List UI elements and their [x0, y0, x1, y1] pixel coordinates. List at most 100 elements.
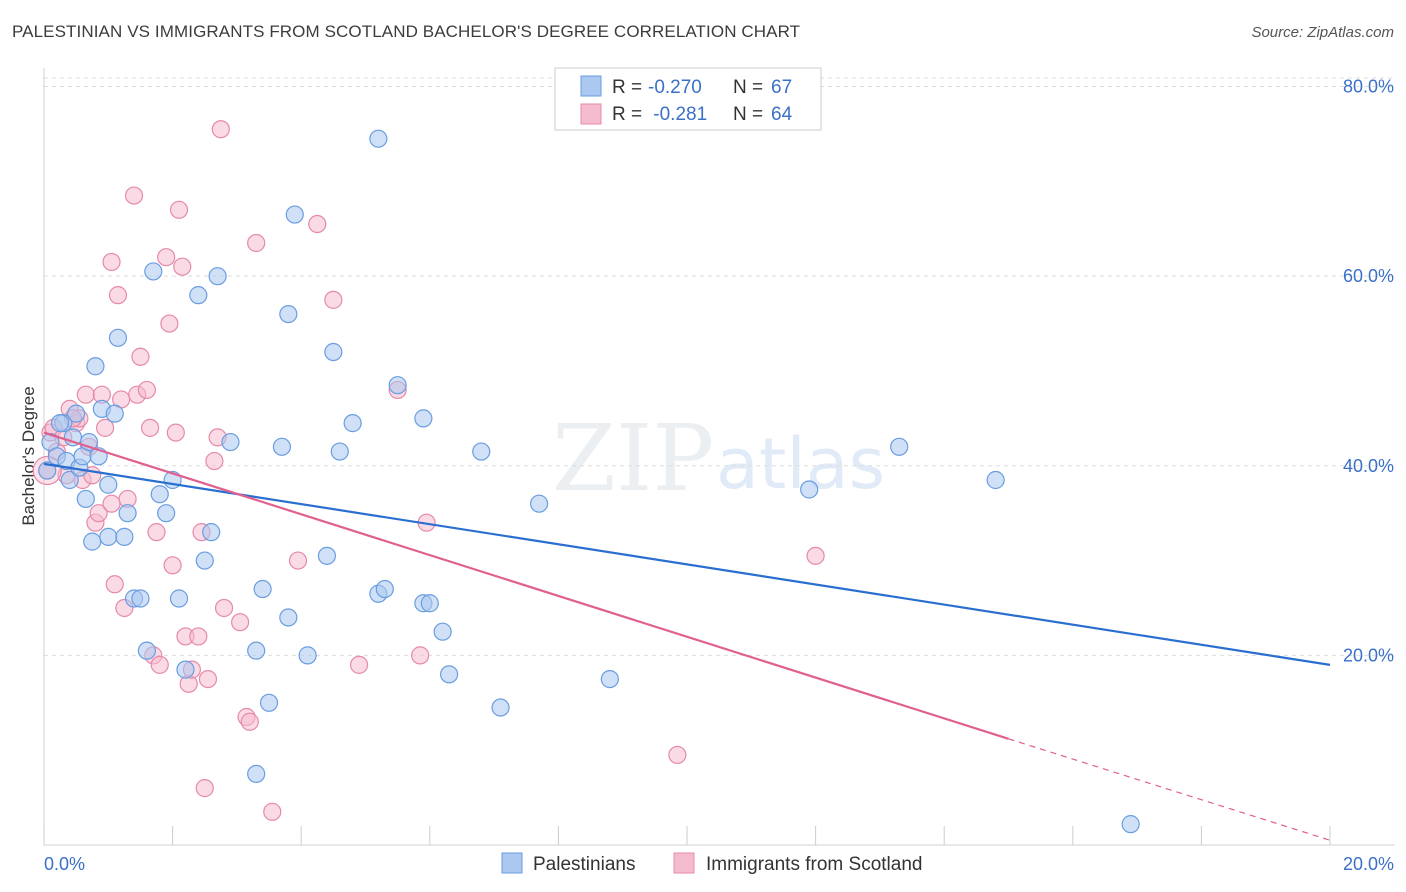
- palestinians-point-63: [890, 437, 909, 456]
- y-tick-labels: 20.0% 40.0% 60.0% 80.0%: [1343, 77, 1394, 666]
- palestinians-point-0: [38, 461, 57, 480]
- trendline-immigrants-from-scotland-extension: [1008, 738, 1331, 841]
- immigrants-from-scotland-point-41: [198, 669, 218, 689]
- palestinians-point-40: [272, 437, 292, 456]
- palestinians-point-60: [530, 494, 549, 513]
- immigrants-from-scotland-point-30: [157, 248, 176, 267]
- stats-legend-n-label-1: N =: [733, 77, 763, 98]
- y-axis-label: Bachelor's Degree: [19, 386, 38, 525]
- palestinians-point-47: [330, 442, 349, 461]
- palestinians-point-23: [131, 589, 150, 608]
- palestinians-point-65: [1121, 815, 1140, 834]
- stats-legend: R = -0.270 N = 67 R = -0.281 N = 64: [554, 67, 822, 131]
- legend-swatch-palestinians: [501, 852, 523, 874]
- immigrants-from-scotland-point-53: [324, 290, 343, 309]
- legend-label-palestinians: Palestinians: [533, 854, 635, 875]
- immigrants-from-scotland-point-44: [211, 120, 230, 139]
- immigrants-from-scotland-point-62: [102, 494, 121, 513]
- palestinians-point-32: [195, 551, 214, 570]
- stats-legend-n-label-2: N =: [733, 104, 763, 125]
- palestinians-point-56: [433, 622, 452, 641]
- immigrants-from-scotland-point-51: [288, 551, 308, 570]
- palestinians-point-52: [388, 376, 407, 395]
- palestinians-point-57: [439, 665, 459, 684]
- palestinians-point-16: [99, 475, 118, 494]
- y-tick-label-80: 80.0%: [1343, 77, 1394, 97]
- x-tick-label-max: 20.0%: [1343, 854, 1394, 874]
- y-tick-label-60: 60.0%: [1343, 266, 1394, 286]
- palestinians-point-37: [247, 764, 266, 783]
- immigrants-from-scotland-point-49: [247, 233, 266, 253]
- stats-legend-r-value-1: -0.270: [648, 77, 702, 98]
- palestinians-point-45: [317, 546, 337, 565]
- stats-legend-swatch-blue: [580, 75, 602, 97]
- immigrants-from-scotland-point-32: [163, 556, 182, 575]
- palestinians-point-24: [137, 641, 156, 660]
- palestinians-point-41: [279, 608, 298, 627]
- series-palestinians: [38, 129, 1140, 834]
- stats-legend-n-value-2: 64: [771, 104, 793, 125]
- immigrants-from-scotland-point-42: [205, 451, 224, 471]
- palestinians-point-20: [115, 527, 134, 546]
- palestinians-point-48: [343, 414, 362, 433]
- immigrants-from-scotland-point-45: [214, 598, 234, 618]
- palestinians-point-10: [76, 489, 95, 509]
- palestinians-point-64: [986, 470, 1005, 490]
- immigrants-from-scotland-point-25: [137, 380, 156, 400]
- palestinians-point-33: [202, 523, 221, 542]
- legend-label-immigrants-from-scotland: Immigrants from Scotland: [706, 854, 922, 875]
- immigrants-from-scotland-point-48: [240, 712, 259, 731]
- x-tick-label-min: 0.0%: [44, 854, 85, 874]
- watermark: ZIP atlas: [552, 405, 885, 512]
- palestinians-point-29: [169, 589, 189, 608]
- immigrants-from-scotland-point-9: [76, 385, 95, 404]
- immigrants-from-scotland-point-26: [140, 418, 160, 437]
- chart-source: Source: ZipAtlas.com: [1251, 24, 1394, 41]
- immigrants-from-scotland-point-35: [173, 257, 192, 276]
- immigrants-from-scotland-point-58: [668, 745, 687, 765]
- y-tick-label-40: 40.0%: [1343, 456, 1394, 476]
- palestinians-point-59: [491, 698, 510, 717]
- palestinians-point-43: [285, 205, 304, 224]
- immigrants-from-scotland-point-29: [150, 655, 169, 674]
- immigrants-from-scotland-point-17: [105, 575, 124, 594]
- palestinians-point-54: [414, 409, 433, 428]
- trendline-immigrants-from-scotland: [43, 431, 1009, 740]
- immigrants-from-scotland-point-33: [166, 423, 185, 442]
- palestinians-point-62: [800, 480, 819, 499]
- stats-legend-r-value-2: -0.281: [648, 104, 707, 125]
- stats-legend-r-label-1: R =: [612, 77, 642, 98]
- palestinians-point-7: [67, 404, 86, 423]
- watermark-atlas: atlas: [716, 423, 885, 505]
- immigrants-from-scotland-point-31: [160, 314, 179, 333]
- immigrants-from-scotland-point-52: [308, 214, 327, 234]
- immigrants-from-scotland-point-54: [349, 655, 369, 674]
- immigrants-from-scotland-point-40: [195, 779, 214, 798]
- immigrants-from-scotland-point-16: [102, 252, 121, 272]
- immigrants-from-scotland-point-24: [131, 347, 150, 366]
- stats-legend-n-value-1: 67: [771, 77, 792, 98]
- palestinians-point-38: [253, 579, 272, 599]
- immigrants-from-scotland-point-39: [189, 627, 208, 646]
- palestinians-point-27: [157, 504, 176, 523]
- immigrants-from-scotland-point-56: [411, 646, 430, 665]
- immigrants-from-scotland-point-46: [231, 613, 250, 632]
- series-legend: Palestinians Immigrants from Scotland: [501, 852, 922, 875]
- palestinians-point-49: [369, 129, 388, 148]
- palestinians-point-12: [83, 532, 102, 551]
- palestinians-point-44: [298, 646, 317, 665]
- immigrants-from-scotland-point-59: [806, 546, 825, 565]
- palestinians-point-55: [420, 594, 439, 613]
- stats-legend-r-label-2: R =: [612, 104, 642, 125]
- trendline-palestinians: [43, 462, 1331, 666]
- immigrants-from-scotland-point-15: [95, 418, 115, 437]
- palestinians-point-36: [247, 641, 266, 660]
- legend-swatch-immigrants-from-scotland: [673, 852, 695, 874]
- palestinians-point-13: [86, 357, 105, 376]
- watermark-zip: ZIP: [552, 405, 714, 512]
- immigrants-from-scotland-point-50: [263, 802, 282, 821]
- palestinians-point-21: [118, 504, 137, 523]
- immigrants-from-scotland-point-28: [147, 523, 166, 542]
- palestinians-point-35: [221, 432, 240, 452]
- palestinians-point-31: [189, 286, 208, 305]
